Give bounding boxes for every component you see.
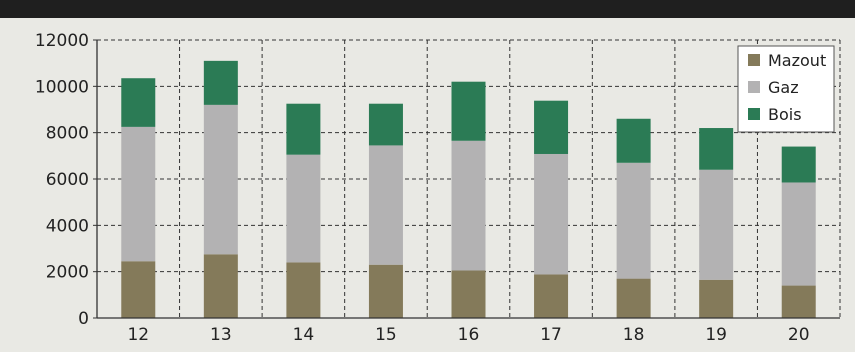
y-tick-label: 6000 (46, 170, 89, 190)
bar-mazout-19 (699, 279, 734, 318)
x-tick-label: 15 (375, 325, 397, 345)
x-tick-label: 17 (540, 325, 562, 345)
legend-swatch-bois (748, 108, 760, 120)
x-tick-label: 18 (623, 325, 645, 345)
y-tick-label: 10000 (35, 77, 89, 97)
bar-mazout-14 (286, 262, 321, 318)
bar-gaz-19 (699, 169, 734, 280)
x-tick-label: 19 (705, 325, 727, 345)
bar-bois-20 (781, 146, 816, 183)
bar-gaz-13 (203, 104, 238, 255)
x-tick-label: 20 (788, 325, 810, 345)
bar-mazout-17 (534, 274, 569, 318)
bar-mazout-15 (368, 264, 403, 318)
bar-bois-18 (616, 118, 651, 163)
y-tick-label: 4000 (46, 216, 89, 236)
x-tick-label: 16 (458, 325, 480, 345)
legend-swatch-gaz (748, 81, 760, 93)
bar-mazout-20 (781, 285, 816, 318)
legend-label-mazout: Mazout (768, 51, 826, 70)
bar-mazout-12 (121, 261, 156, 318)
y-tick-label: 2000 (46, 263, 89, 283)
x-tick-label: 14 (293, 325, 315, 345)
bar-bois-16 (451, 81, 486, 141)
top-dark-band (0, 0, 855, 18)
bar-gaz-20 (781, 182, 816, 286)
bar-bois-14 (286, 103, 321, 155)
bar-gaz-12 (121, 126, 156, 262)
legend: Mazout Gaz Bois (737, 45, 835, 133)
y-tick-labels: 0 2000 4000 6000 8000 10000 12000 (35, 31, 97, 329)
bar-gaz-14 (286, 154, 321, 263)
x-tick-label: 13 (210, 325, 232, 345)
bar-bois-12 (121, 78, 156, 127)
bar-gaz-18 (616, 162, 651, 279)
y-tick-label: 12000 (35, 31, 89, 51)
bar-gaz-16 (451, 140, 486, 271)
bar-mazout-18 (616, 278, 651, 318)
y-tick-label: 8000 (46, 124, 89, 144)
x-tick-labels: 12 13 14 15 16 17 18 19 20 (127, 325, 809, 345)
bar-bois-19 (699, 128, 734, 170)
y-tick-label: 0 (78, 309, 89, 329)
bar-gaz-15 (368, 145, 403, 265)
bar-bois-15 (368, 103, 403, 146)
bar-bois-13 (203, 60, 238, 105)
legend-label-gaz: Gaz (768, 78, 799, 97)
legend-label-bois: Bois (768, 105, 802, 124)
bar-gaz-17 (534, 153, 569, 275)
bar-mazout-16 (451, 270, 486, 318)
bars (121, 60, 816, 318)
bar-bois-17 (534, 100, 569, 154)
x-tick-label: 12 (127, 325, 149, 345)
legend-swatch-mazout (748, 54, 760, 66)
bar-mazout-13 (203, 254, 238, 318)
